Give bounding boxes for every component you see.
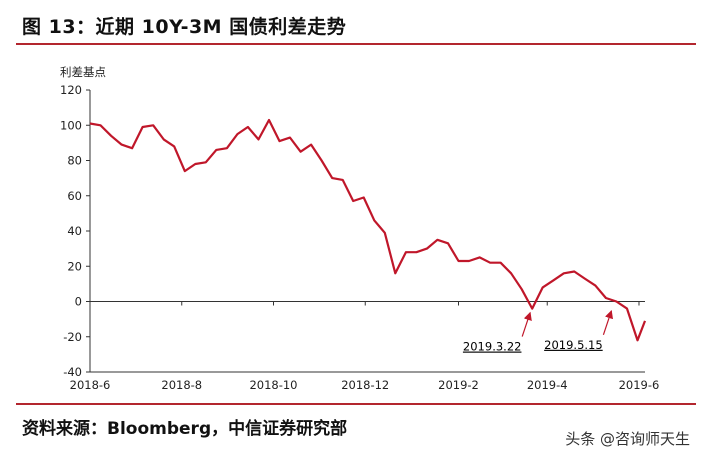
annotation-arrow [602, 309, 614, 335]
annotation-label: 2019.3.22 [463, 340, 522, 354]
y-tick-label: 100 [60, 118, 82, 132]
line-chart: 利差基点 -40 -20 0 20 40 60 80 100 120 2018-6 2018-8 201… [60, 65, 659, 392]
y-tick-label: -40 [63, 365, 82, 379]
y-axis-label: 利差基点 [60, 65, 106, 79]
header-divider [16, 43, 696, 45]
source-note: 资料来源：Bloomberg，中信证券研究部 [22, 419, 348, 439]
watermark: 头条 @咨询师天生 [565, 430, 690, 448]
x-tick-label: 2018-6 [70, 378, 111, 392]
y-tick-label: 40 [67, 224, 82, 238]
y-tick-label: 120 [60, 83, 82, 97]
y-tick-label: 60 [67, 189, 82, 203]
y-tick-label: 80 [67, 154, 82, 168]
annotation-arrow [521, 311, 532, 337]
x-tick-label: 2018-12 [341, 378, 389, 392]
chart-plot [89, 118, 647, 342]
series-line [89, 118, 647, 342]
y-tick-label: -20 [63, 330, 82, 344]
x-tick-label: 2019-6 [619, 378, 660, 392]
x-tick-label: 2018-8 [161, 378, 202, 392]
chart-annotations: 2019.3.22 2019.5.15 [463, 309, 614, 354]
chart-axes: 利差基点 -40 -20 0 20 40 60 80 100 120 2018-6 2018-8 201… [60, 65, 659, 392]
x-tick-label: 2019-2 [438, 378, 479, 392]
footer-divider [16, 403, 696, 405]
y-tick-label: 0 [75, 295, 82, 309]
annotation-label: 2019.5.15 [544, 338, 603, 352]
x-tick-label: 2019-4 [527, 378, 568, 392]
y-tick-label: 20 [67, 259, 82, 273]
page-title: 图 13：近期 10Y-3M 国债利差走势 [22, 16, 347, 38]
x-tick-label: 2018-10 [249, 378, 297, 392]
